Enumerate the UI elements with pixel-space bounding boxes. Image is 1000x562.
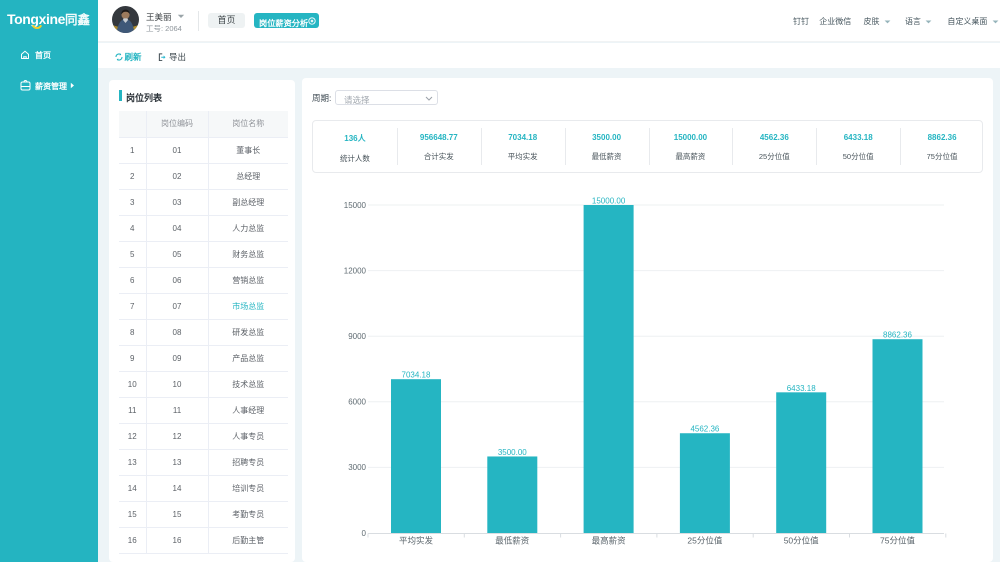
svg-text:最高薪资: 最高薪资 — [592, 536, 627, 546]
svg-text:50分位值: 50分位值 — [784, 536, 819, 546]
svg-text:平均实发: 平均实发 — [399, 536, 434, 546]
svg-text:6433.18: 6433.18 — [787, 384, 816, 393]
svg-text:75分位值: 75分位值 — [880, 536, 915, 546]
svg-text:3000: 3000 — [348, 463, 366, 472]
svg-text:7034.18: 7034.18 — [402, 371, 431, 380]
svg-text:9000: 9000 — [348, 332, 366, 341]
svg-text:15000: 15000 — [344, 201, 367, 210]
svg-text:8862.36: 8862.36 — [883, 331, 912, 340]
svg-text:0: 0 — [362, 529, 367, 538]
svg-text:25分位值: 25分位值 — [687, 536, 722, 546]
svg-text:4562.36: 4562.36 — [690, 425, 719, 434]
svg-text:最低薪资: 最低薪资 — [495, 536, 530, 546]
svg-text:6000: 6000 — [348, 398, 366, 407]
svg-text:12000: 12000 — [344, 266, 367, 275]
svg-text:3500.00: 3500.00 — [498, 448, 527, 457]
svg-text:15000.00: 15000.00 — [592, 197, 626, 206]
